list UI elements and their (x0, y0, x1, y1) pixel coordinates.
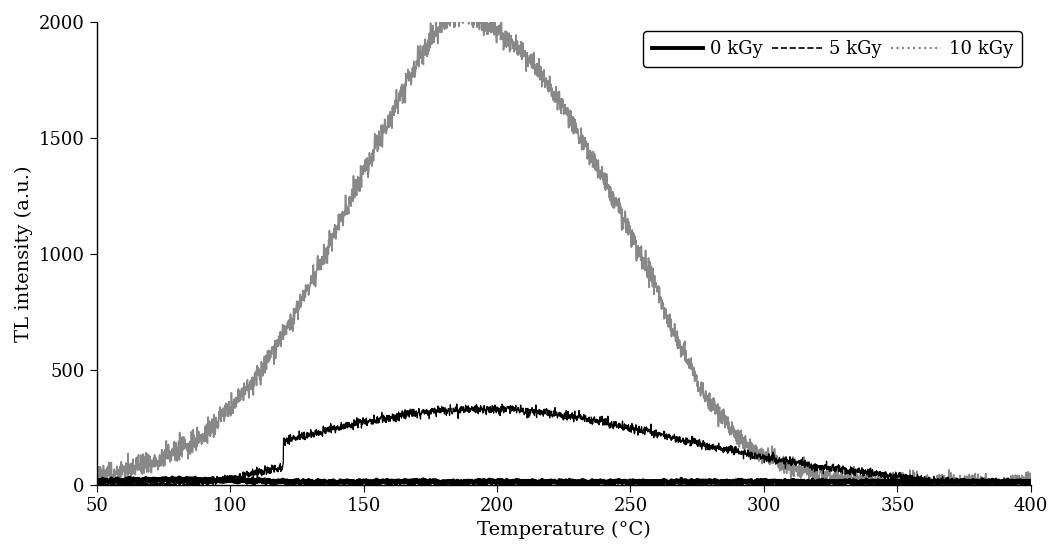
0 kGy (795, 481, 808, 488)
0 kGy (285, 479, 298, 485)
10 kGy (952, 480, 965, 486)
5 kGy (1025, 480, 1037, 486)
0 kGy (952, 479, 965, 485)
5 kGy (532, 408, 544, 414)
5 kGy (952, 476, 965, 483)
0 kGy (532, 479, 544, 486)
Line: 0 kGy: 0 kGy (97, 478, 1031, 485)
10 kGy (645, 278, 658, 285)
5 kGy (109, 482, 122, 489)
5 kGy (645, 427, 658, 434)
5 kGy (90, 480, 103, 486)
Legend: 0 kGy, 5 kGy, 10 kGy: 0 kGy, 5 kGy, 10 kGy (643, 31, 1022, 67)
0 kGy (90, 476, 103, 483)
10 kGy (461, 0, 474, 4)
10 kGy (285, 326, 298, 332)
10 kGy (428, 32, 441, 39)
0 kGy (684, 480, 696, 486)
10 kGy (882, 482, 895, 489)
10 kGy (684, 357, 696, 363)
X-axis label: Temperature (°C): Temperature (°C) (477, 521, 651, 539)
5 kGy (428, 405, 441, 412)
5 kGy (285, 438, 298, 445)
Line: 5 kGy: 5 kGy (97, 404, 1031, 485)
5 kGy (685, 441, 697, 448)
0 kGy (645, 479, 658, 485)
0 kGy (428, 480, 441, 486)
0 kGy (166, 474, 179, 481)
Line: 10 kGy: 10 kGy (97, 1, 1031, 485)
10 kGy (90, 479, 103, 485)
Y-axis label: TL intensity (a.u.): TL intensity (a.u.) (15, 166, 33, 342)
10 kGy (1025, 478, 1037, 484)
10 kGy (532, 65, 544, 71)
5 kGy (451, 401, 463, 407)
0 kGy (1025, 479, 1037, 486)
